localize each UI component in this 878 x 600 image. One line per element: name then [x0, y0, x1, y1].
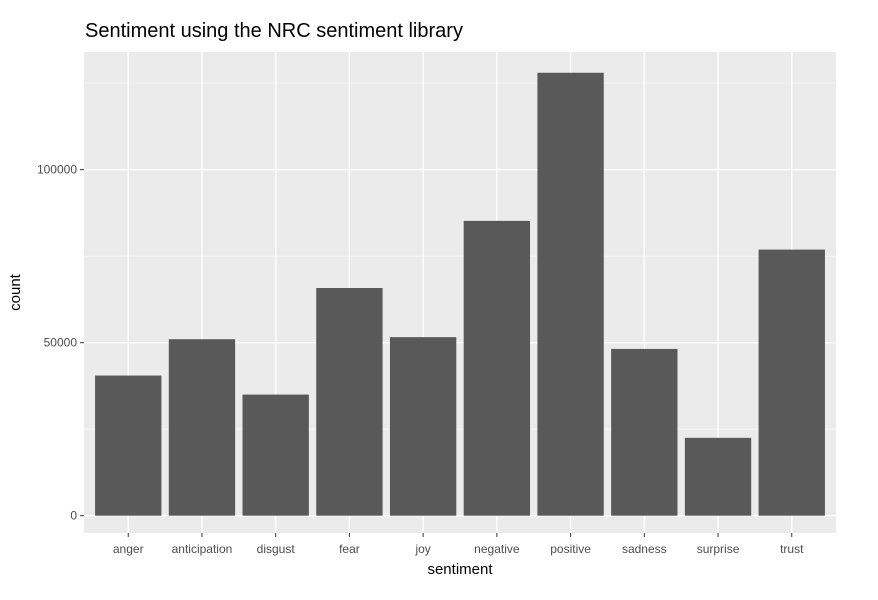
x-tick-label: disgust — [257, 542, 296, 556]
bar-negative — [463, 220, 531, 516]
x-tick-label: fear — [339, 542, 360, 556]
bar-sadness — [611, 348, 678, 516]
bar-anticipation — [168, 339, 236, 516]
x-tick-label: surprise — [697, 542, 740, 556]
bars-layer — [95, 72, 825, 516]
bar-disgust — [242, 394, 309, 516]
x-tick-label: negative — [474, 542, 520, 556]
bar-anger — [95, 375, 162, 516]
x-axis: anger anticipation disgust fear joy negative p… — [113, 533, 804, 556]
y-tick-label: 50000 — [44, 336, 78, 350]
x-tick-label: anger — [113, 542, 144, 556]
bar-surprise — [684, 437, 752, 516]
x-tick-label: sadness — [622, 542, 667, 556]
chart-title: Sentiment using the NRC sentiment librar… — [85, 20, 463, 42]
x-tick-label: positive — [550, 542, 591, 556]
x-axis-title: sentiment — [427, 561, 493, 578]
y-tick-label: 100000 — [37, 163, 77, 177]
x-tick-label: joy — [414, 542, 430, 556]
x-tick-label: anticipation — [172, 542, 233, 556]
y-axis: 0 50000 100000 — [37, 163, 84, 523]
bar-joy — [389, 337, 457, 516]
y-axis-title: count — [7, 273, 24, 311]
bar-fear — [316, 288, 383, 516]
y-tick-label: 0 — [70, 509, 77, 523]
x-tick-label: trust — [780, 542, 804, 556]
bar-positive — [537, 72, 604, 516]
bar-trust — [758, 249, 825, 516]
